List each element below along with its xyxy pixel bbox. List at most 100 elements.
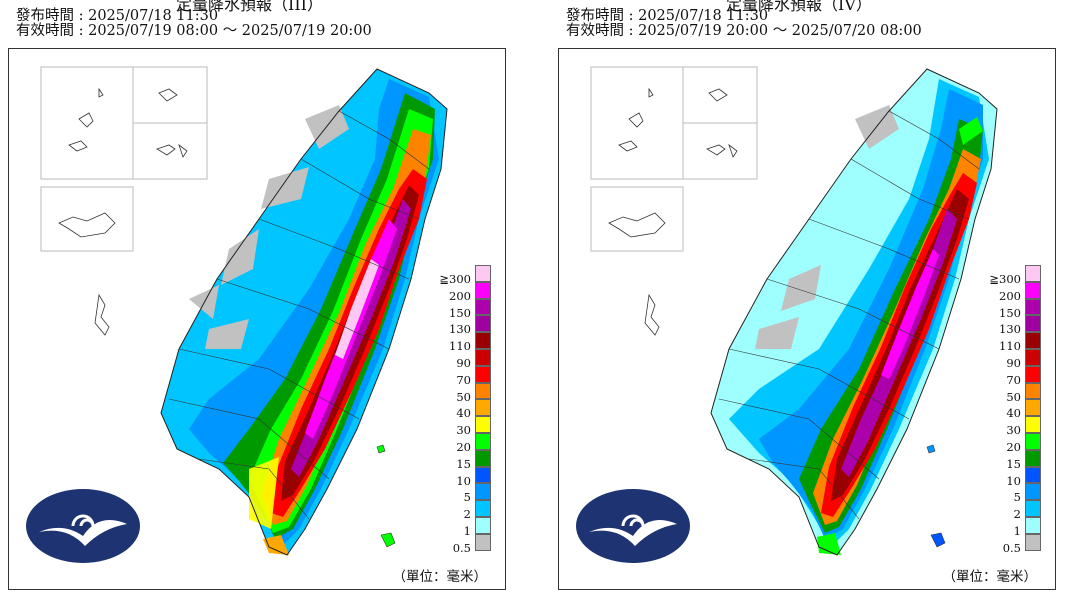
legend-swatch	[475, 433, 491, 450]
issue-label: 發布時間 :	[16, 8, 89, 24]
legend-swatch	[475, 315, 491, 333]
legend-label: 90	[1006, 356, 1021, 370]
legend-label: 130	[999, 322, 1021, 337]
legend-swatch	[1025, 281, 1041, 299]
inset-frames	[590, 66, 758, 252]
legend-swatch	[475, 298, 491, 316]
legend-label: 15	[1006, 456, 1021, 471]
legend-label: 150	[999, 305, 1021, 320]
legend-swatch	[1025, 382, 1041, 400]
legend-swatch	[1025, 500, 1041, 517]
county-boundaries	[718, 110, 980, 520]
legend-swatch	[475, 265, 491, 282]
orchid-island	[930, 532, 946, 548]
valid-label: 有效時間 :	[566, 23, 639, 39]
legend-swatch	[475, 382, 491, 400]
main-island-rain	[711, 69, 997, 555]
legend-label: 0.5	[452, 540, 471, 555]
legend-label: 30	[1006, 423, 1021, 438]
legend-swatch	[475, 332, 491, 349]
issue-time-line: 發布時間 : 2025/07/18 11:30	[16, 9, 372, 24]
county-boundaries	[168, 110, 430, 520]
valid-time-line: 有效時間 : 2025/07/19 20:00 ～ 2025/07/20 08:…	[566, 24, 922, 39]
legend-swatch	[1025, 315, 1041, 333]
island-outline	[160, 68, 448, 556]
legend-label: 2	[463, 507, 471, 522]
legend-label: 1	[463, 524, 471, 538]
legend-label: 5	[463, 490, 471, 505]
valid-label: 有效時間 :	[16, 23, 89, 39]
legend-label: 150	[449, 305, 471, 320]
legend-swatch	[475, 466, 491, 484]
logo	[26, 489, 140, 563]
green-island	[926, 444, 936, 454]
legend-swatch	[1025, 365, 1041, 383]
legend-swatch	[475, 365, 491, 383]
rain-map	[576, 66, 998, 563]
legend-label: 200	[999, 288, 1021, 303]
legend-swatch	[475, 281, 491, 299]
legend-swatch	[1025, 483, 1041, 501]
legend-swatch	[1025, 265, 1041, 282]
legend-label: 20	[456, 440, 471, 454]
rain-map	[26, 66, 448, 563]
issue-label: 發布時間 :	[566, 8, 639, 24]
valid-time: 2025/07/19 20:00 ～ 2025/07/20 08:00	[638, 23, 922, 39]
main-island-rain	[161, 69, 447, 555]
outlying-islands	[608, 87, 738, 336]
unit-label: （單位：毫米）	[392, 569, 488, 585]
legend-label: 2	[1013, 507, 1021, 522]
issue-time: 2025/07/18 11:30	[638, 8, 769, 24]
legend-swatch	[1025, 298, 1041, 316]
legend-label: 5	[1013, 490, 1021, 505]
issue-time: 2025/07/18 11:30	[88, 8, 219, 24]
legend-label: 40	[1006, 406, 1021, 421]
forecast-panel-2: 定量降水預報（IV） 發布時間 : 2025/07/18 11:30 有效時間 …	[556, 0, 1062, 602]
legend-label: 1	[1013, 524, 1021, 538]
panel-meta: 發布時間 : 2025/07/18 11:30 有效時間 : 2025/07/1…	[16, 9, 372, 39]
legend-swatch	[475, 533, 491, 551]
legend-label: 130	[449, 322, 471, 337]
legend-swatch	[1025, 533, 1041, 551]
legend-label: 50	[1006, 389, 1021, 404]
panel-meta: 發布時間 : 2025/07/18 11:30 有效時間 : 2025/07/1…	[566, 9, 922, 39]
valid-time-line: 有效時間 : 2025/07/19 08:00 ～ 2025/07/19 20:…	[16, 24, 372, 39]
issue-time-line: 發布時間 : 2025/07/18 11:30	[566, 9, 922, 24]
valid-time: 2025/07/19 08:00 ～ 2025/07/19 20:00	[88, 23, 372, 39]
legend-label: ≧300	[989, 272, 1021, 286]
legend-label: 200	[449, 288, 471, 303]
legend-swatch	[475, 483, 491, 501]
outlying-islands	[58, 87, 188, 336]
legend-swatch	[475, 349, 491, 366]
unit-label: （單位：毫米）	[942, 569, 1038, 585]
orchid-island	[380, 532, 396, 548]
panel-title: 定量降水預報（IV）	[726, 0, 872, 14]
legend-swatch	[475, 399, 491, 417]
green-island	[376, 444, 386, 454]
forecast-panel-1: 定量降水預報（III） 發布時間 : 2025/07/18 11:30 有效時間…	[6, 0, 512, 602]
legend-swatch	[1025, 466, 1041, 484]
legend-label: 110	[449, 339, 471, 354]
legend-label: 50	[456, 389, 471, 404]
legend-swatch	[1025, 332, 1041, 349]
legend-label: 90	[456, 356, 471, 370]
inset-frames	[40, 66, 208, 252]
legend-label: 70	[456, 372, 471, 387]
legend-swatch	[1025, 449, 1041, 467]
legend-swatch	[1025, 517, 1041, 534]
legend-label: 10	[456, 473, 471, 488]
legend-label: 20	[1006, 440, 1021, 454]
legend-label: 110	[999, 339, 1021, 354]
legend-label: 70	[1006, 372, 1021, 387]
legend-swatch	[475, 449, 491, 467]
legend-label: 15	[456, 456, 471, 471]
legend-label: 40	[456, 406, 471, 421]
legend-swatch	[1025, 416, 1041, 433]
legend-label: 30	[456, 423, 471, 438]
legend-swatch	[475, 416, 491, 433]
island-outline	[710, 68, 998, 556]
rain-map-frame: ≧300 200 150 130 110 90 70 50 40 30 20 1…	[8, 48, 506, 590]
legend-swatch	[1025, 433, 1041, 450]
legend-swatch	[475, 517, 491, 534]
panel-title: 定量降水預報（III）	[176, 0, 323, 14]
